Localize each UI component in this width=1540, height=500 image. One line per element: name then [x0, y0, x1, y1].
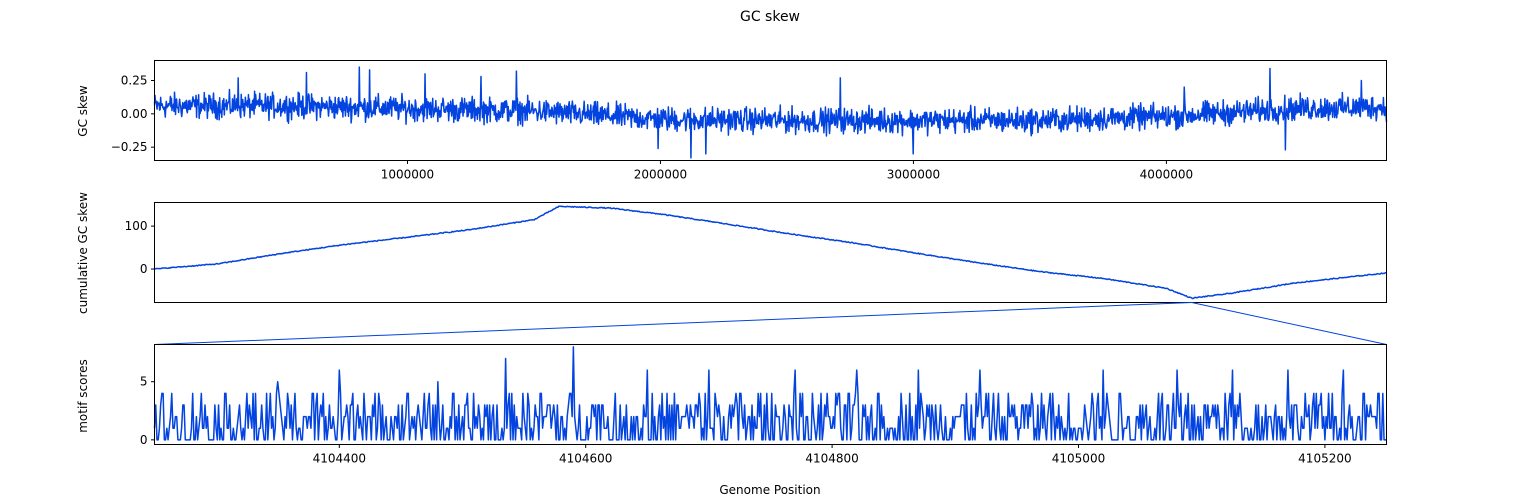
zoom-line-right — [1191, 302, 1387, 345]
cumulative-gc-skew|1-y-tick-label: 0 — [140, 262, 148, 276]
motif-scores-x-label: Genome Position — [719, 483, 820, 497]
gc-skew-x-ticks: 1000000 2000000 3000000 4000000 — [381, 160, 1193, 182]
motif-scores-x-ticks: 4104400 4104600 4104800 4105000 4105200 — [313, 444, 1352, 466]
gc-skew|0-y-tick-label: 0.25 — [121, 74, 148, 88]
motif-scores-x-tick-label: 4105200 — [1298, 452, 1351, 466]
motif-scores-x-tick-label: 4104800 — [805, 452, 858, 466]
cumulative-gc-skew-series — [154, 205, 1387, 300]
cumulative-gc-skew-line — [154, 205, 1387, 300]
gc-skew-x-tick-label: 3000000 — [887, 168, 940, 182]
gc-skew-axes-frame — [154, 60, 1387, 161]
motif-scores-x-tick-label: 4104400 — [313, 452, 366, 466]
gc-skew-line — [153, 66, 1388, 159]
cumulative-gc-skew-y-ticks: 100 0 — [125, 219, 155, 276]
gc-skew|0-y-tick-label: 0.00 — [121, 107, 148, 121]
cumulative-gc-skew|1-y-tick-label: 100 — [125, 219, 148, 233]
motif-scores-x-tick-label: 4104600 — [559, 452, 612, 466]
gc-skew-series — [153, 66, 1388, 159]
gc-skew-y-ticks: 0.25 0.00 −0.25 — [111, 74, 155, 154]
motif-scores-series — [153, 346, 1387, 441]
motif-scores-y-label: motif scores — [76, 359, 90, 433]
motif-scores-y-ticks: 50 — [140, 375, 155, 447]
gc-skew-x-tick-label: 4000000 — [1140, 168, 1193, 182]
gc-skew-x-tick-label: 2000000 — [634, 168, 687, 182]
gc-skew-x-tick-label: 1000000 — [381, 168, 434, 182]
cumulative-gc-skew-axes-frame — [154, 202, 1387, 303]
motif-scores-axes-frame — [154, 344, 1387, 445]
motif-scores-line — [153, 346, 1387, 441]
motif-scores-x-tick-label: 4105000 — [1052, 452, 1105, 466]
gc-skew|0-y-tick-label: −0.25 — [111, 140, 148, 154]
gc-skew-y-label: GC skew — [76, 85, 90, 137]
zoom-line-left — [154, 302, 1192, 345]
zoom-connector — [154, 302, 1387, 345]
figure-title: GC skew — [740, 9, 800, 25]
gc-skew-panel: 0.25 0.00 −0.25 1000000 2000000 3000000 40000… — [76, 60, 1388, 182]
motif-scores-panel: 50 4104400 4104600 4104800 4105000 4105200 m… — [76, 344, 1387, 497]
motif-scores|2-y-tick-label: 5 — [140, 375, 148, 389]
cumulative-gc-skew-y-label: cumulative GC skew — [76, 192, 90, 314]
cumulative-gc-skew-panel: 100 0 cumulative GC skew — [76, 192, 1387, 314]
motif-scores|2-y-tick-label: 0 — [140, 433, 148, 447]
